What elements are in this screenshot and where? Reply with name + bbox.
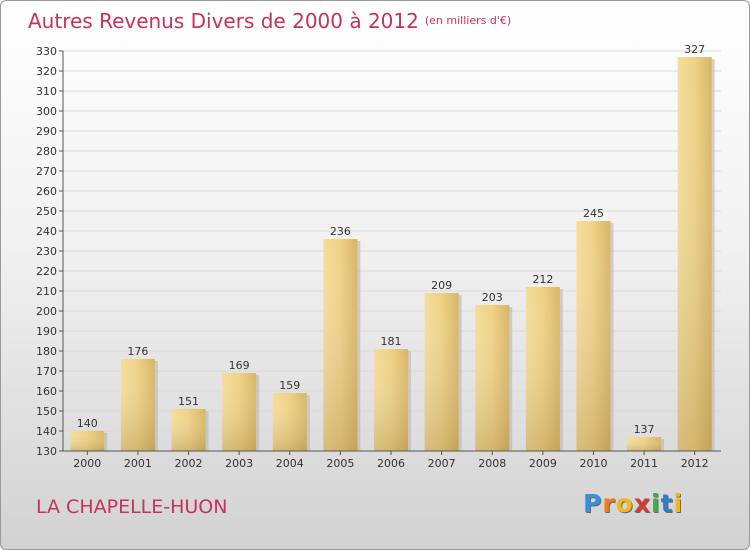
y-tick-label: 250 bbox=[36, 205, 57, 218]
logo-letter: i bbox=[651, 489, 661, 518]
y-tick-label: 190 bbox=[36, 325, 57, 338]
bar-shade bbox=[70, 431, 105, 451]
logo-letter: P bbox=[583, 489, 603, 518]
bar-shade bbox=[323, 239, 358, 451]
logo-letter: x bbox=[633, 489, 651, 518]
x-tick-label: 2005 bbox=[326, 457, 354, 470]
chart-title-text: Autres Revenus Divers de 2000 à 2012 bbox=[28, 9, 419, 33]
logo-letter: t bbox=[660, 489, 674, 518]
bar-value-label: 140 bbox=[77, 417, 98, 430]
bar-value-label: 137 bbox=[634, 423, 655, 436]
y-tick-label: 270 bbox=[36, 165, 57, 178]
x-tick-label: 2010 bbox=[579, 457, 607, 470]
x-tick-label: 2006 bbox=[377, 457, 405, 470]
bar-value-label: 203 bbox=[482, 291, 503, 304]
y-tick-label: 200 bbox=[36, 305, 57, 318]
bar-shade bbox=[424, 293, 459, 451]
y-tick-label: 310 bbox=[36, 85, 57, 98]
bar-value-label: 159 bbox=[279, 379, 300, 392]
bar-2005: 236 bbox=[323, 225, 361, 451]
x-tick-label: 2007 bbox=[428, 457, 456, 470]
bar-2011: 137 bbox=[627, 423, 665, 451]
y-tick-label: 240 bbox=[36, 225, 57, 238]
y-tick-label: 140 bbox=[36, 425, 57, 438]
bar-shade bbox=[222, 373, 257, 451]
bar-shade bbox=[171, 409, 206, 451]
bar-value-label: 151 bbox=[178, 395, 199, 408]
y-tick-label: 220 bbox=[36, 265, 57, 278]
bar-2006: 181 bbox=[374, 335, 411, 451]
bar-2000: 140 bbox=[70, 417, 108, 451]
logo-letter: i bbox=[673, 489, 684, 518]
bar-shade bbox=[627, 437, 662, 451]
bar-2003: 169 bbox=[222, 359, 260, 451]
x-tick-label: 2011 bbox=[630, 457, 658, 470]
bar-2001: 176 bbox=[120, 345, 158, 451]
bar-shade bbox=[525, 287, 560, 451]
y-tick-label: 330 bbox=[36, 45, 57, 58]
chart-subtitle: (en milliers d'€) bbox=[424, 14, 512, 27]
y-tick-label: 300 bbox=[36, 105, 57, 118]
place-name: LA CHAPELLE-HUON bbox=[36, 496, 228, 518]
x-tick-label: 2004 bbox=[276, 457, 304, 470]
bar-2008: 203 bbox=[475, 291, 513, 451]
y-tick-label: 320 bbox=[36, 65, 57, 78]
y-tick-label: 260 bbox=[36, 185, 57, 198]
x-axis: 2000 2001 2002 2003 2004 2005 2006 2007 2008 2009… bbox=[63, 450, 721, 470]
bar-value-label: 181 bbox=[381, 335, 402, 348]
bar-value-label: 209 bbox=[431, 279, 452, 292]
logo-letter: o bbox=[615, 489, 634, 518]
bar-shade bbox=[576, 221, 611, 451]
x-tick-label: 2001 bbox=[124, 457, 152, 470]
bar-value-label: 176 bbox=[127, 345, 148, 358]
proxiti-logo: Proxiti bbox=[583, 489, 683, 518]
y-tick-label: 290 bbox=[36, 125, 57, 138]
bars: 140 176 151 169 159 236 181 209 203 212 245 137 327 bbox=[70, 43, 715, 451]
bar-2010: 245 bbox=[576, 207, 614, 451]
bar-shade bbox=[677, 57, 712, 451]
bar-shade bbox=[374, 349, 408, 451]
bar-value-label: 245 bbox=[583, 207, 604, 220]
chart-title: Autres Revenus Divers de 2000 à 2012 (en … bbox=[28, 9, 511, 33]
x-tick-label: 2012 bbox=[681, 457, 709, 470]
bar-value-label: 169 bbox=[229, 359, 250, 372]
bar-2004: 159 bbox=[272, 379, 310, 451]
x-tick-label: 2008 bbox=[478, 457, 506, 470]
x-tick-label: 2000 bbox=[73, 457, 101, 470]
y-tick-label: 230 bbox=[36, 245, 57, 258]
x-tick-label: 2003 bbox=[225, 457, 253, 470]
x-tick-label: 2009 bbox=[529, 457, 557, 470]
bar-value-label: 327 bbox=[684, 43, 705, 56]
x-tick-label: 2002 bbox=[175, 457, 203, 470]
bar-2009: 212 bbox=[525, 273, 563, 451]
y-tick-label: 130 bbox=[36, 445, 57, 458]
bar-value-label: 212 bbox=[532, 273, 553, 286]
y-tick-label: 160 bbox=[36, 385, 57, 398]
y-tick-label: 210 bbox=[36, 285, 57, 298]
bar-2012: 327 bbox=[677, 43, 715, 451]
y-tick-label: 180 bbox=[36, 345, 57, 358]
bar-2007: 209 bbox=[424, 279, 462, 451]
logo-letter: r bbox=[602, 489, 616, 518]
y-axis: 130 140 150 160 170 180 190 200 210 220 230 240 250 2… bbox=[36, 45, 64, 458]
bar-shade bbox=[120, 359, 155, 451]
bar-value-label: 236 bbox=[330, 225, 351, 238]
y-tick-label: 150 bbox=[36, 405, 57, 418]
bar-shade bbox=[272, 393, 307, 451]
y-tick-label: 170 bbox=[36, 365, 57, 378]
bar-2002: 151 bbox=[171, 395, 209, 451]
bar-shade bbox=[475, 305, 510, 451]
y-tick-label: 280 bbox=[36, 145, 57, 158]
